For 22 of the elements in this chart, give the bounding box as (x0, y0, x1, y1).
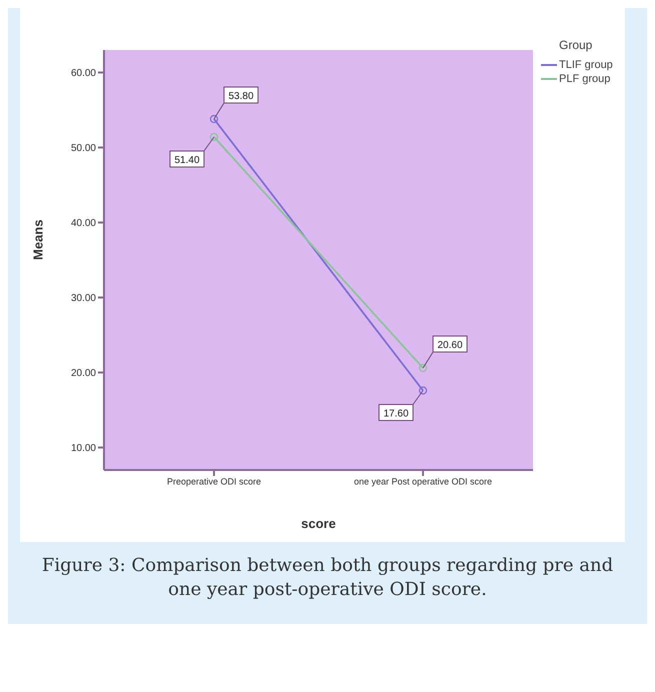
y-axis-title: Means (30, 220, 46, 260)
legend-label: TLIF group (559, 59, 613, 71)
x-tick-label: Preoperative ODI score (166, 476, 262, 486)
x-tick-label: one year Post operative ODI score (354, 476, 492, 486)
y-tick-label: 50.00 (70, 143, 96, 154)
x-axis-title: score (301, 516, 336, 531)
y-tick-label: 30.00 (70, 293, 96, 304)
data-label: 53.80 (228, 91, 254, 102)
data-label: 17.60 (383, 408, 409, 420)
point (418, 364, 428, 372)
y-tick-label: 40.00 (70, 218, 96, 230)
legend-label: PLF group (559, 73, 610, 85)
y-tick-label: 20.00 (70, 368, 96, 380)
y-tick-label: 60.00 (70, 68, 96, 80)
data-label: 51.40 (174, 155, 200, 166)
point (210, 114, 218, 124)
legend-title: Group (559, 38, 594, 52)
point (210, 132, 218, 142)
point (418, 386, 428, 395)
caption: Figure 3: Comparison between both groups regarding pre and one year post-operative ODI score. (40, 554, 614, 602)
data-label: 20.60 (437, 340, 463, 351)
y-tick-label: 10.00 (70, 443, 96, 454)
